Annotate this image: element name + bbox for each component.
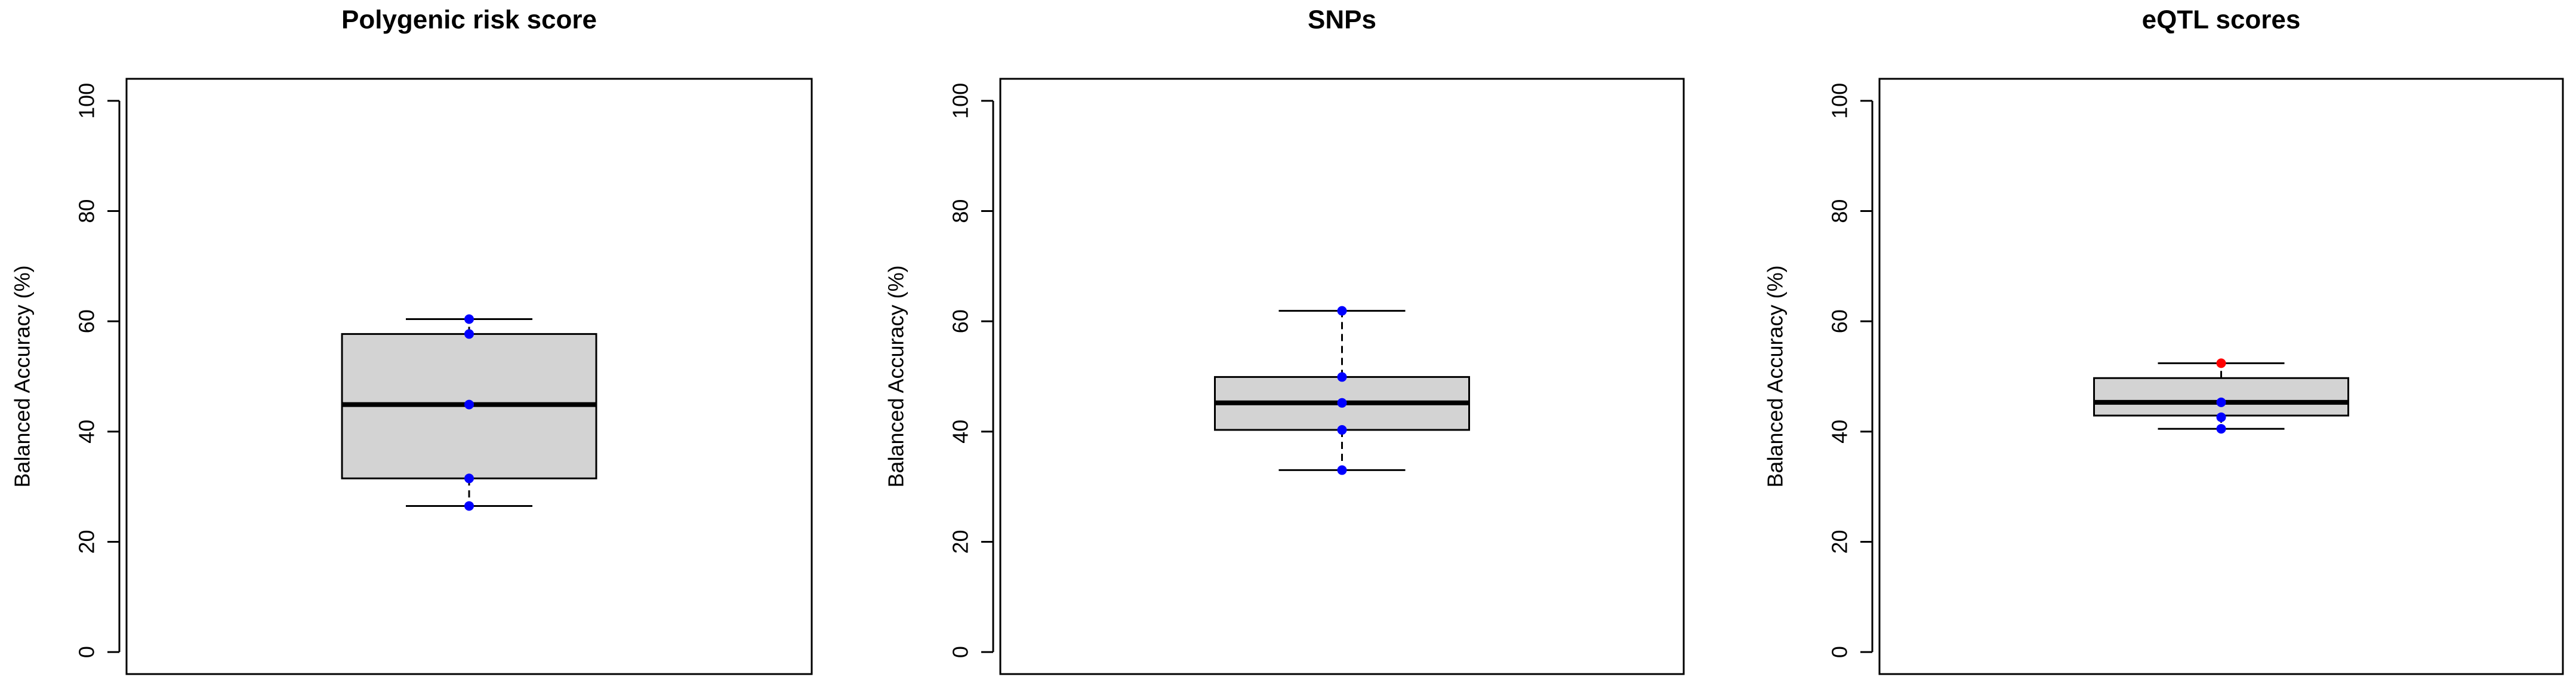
data-point: [464, 473, 474, 484]
y-tick-label: 100: [75, 83, 99, 119]
y-tick-label: 20: [1828, 530, 1852, 553]
y-tick-label: 0: [75, 646, 99, 658]
y-tick-label: 60: [1828, 309, 1852, 333]
y-tick-label: 40: [1828, 420, 1852, 444]
y-tick-label: 60: [75, 309, 99, 333]
data-point: [464, 501, 474, 511]
y-tick-label: 80: [75, 199, 99, 223]
y-axis-label: Balanced Accuracy (%): [1763, 265, 1788, 487]
y-tick-label: 20: [75, 530, 99, 553]
y-axis-label: Balanced Accuracy (%): [884, 265, 908, 487]
data-point: [2216, 412, 2226, 422]
data-point: [2216, 424, 2226, 434]
y-tick-label: 0: [1828, 646, 1852, 658]
y-tick-label: 100: [948, 83, 973, 119]
plot-frame: [125, 78, 813, 675]
y-tick-label: 20: [948, 530, 973, 553]
box: [2093, 377, 2349, 417]
data-point: [2216, 397, 2226, 407]
data-point: [2216, 358, 2226, 368]
data-point: [464, 314, 474, 324]
y-axis-label: Balanced Accuracy (%): [10, 265, 35, 487]
y-tick-label: 100: [1828, 83, 1852, 119]
data-point: [1337, 398, 1347, 408]
y-tick-label: 40: [948, 420, 973, 444]
data-point: [1337, 425, 1347, 435]
chart-title: SNPs: [1308, 5, 1376, 35]
y-tick-label: 80: [948, 199, 973, 223]
y-tick-label: 0: [948, 646, 973, 658]
data-point: [464, 329, 474, 339]
plot-frame: [1878, 78, 2564, 675]
data-point: [464, 399, 474, 410]
data-point: [1337, 306, 1347, 316]
data-point: [1337, 465, 1347, 475]
y-tick-label: 80: [1828, 199, 1852, 223]
y-tick-label: 40: [75, 420, 99, 444]
chart-title: Polygenic risk score: [341, 5, 597, 35]
plot-frame: [999, 78, 1685, 675]
data-point: [1337, 372, 1347, 382]
y-tick-label: 60: [948, 309, 973, 333]
chart-title: eQTL scores: [2142, 5, 2301, 35]
